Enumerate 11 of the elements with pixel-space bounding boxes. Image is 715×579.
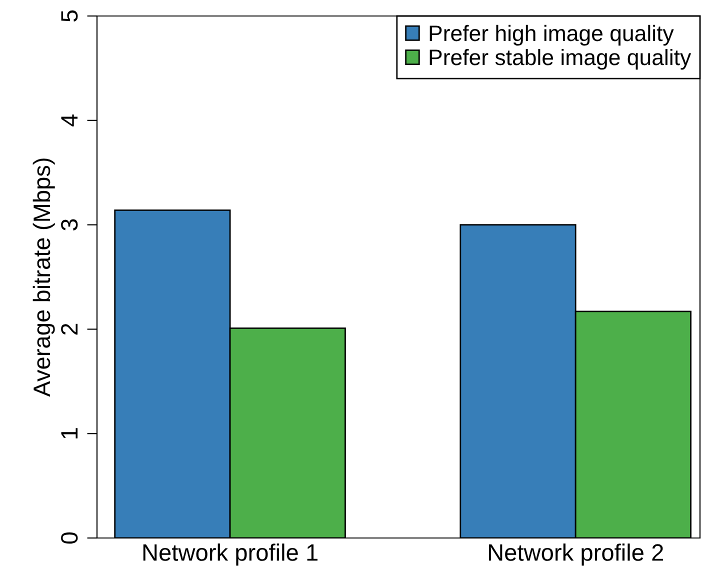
legend-label: Prefer stable image quality (430, 48, 692, 70)
y-tick-label: 4 (61, 114, 78, 126)
y-axis-title: Average bitrate (Mbps) (32, 158, 55, 397)
x-tick-label: Network profile 1 (143, 544, 318, 566)
x-tick-label: Network profile 2 (488, 544, 663, 566)
y-tick-label: 3 (61, 219, 78, 230)
y-tick-label: 1 (61, 428, 78, 438)
y-tick-label: 0 (61, 532, 78, 544)
y-tick-label: 2 (61, 324, 78, 335)
legend-label: Prefer high image quality (430, 24, 674, 46)
y-tick-label: 5 (61, 10, 78, 22)
